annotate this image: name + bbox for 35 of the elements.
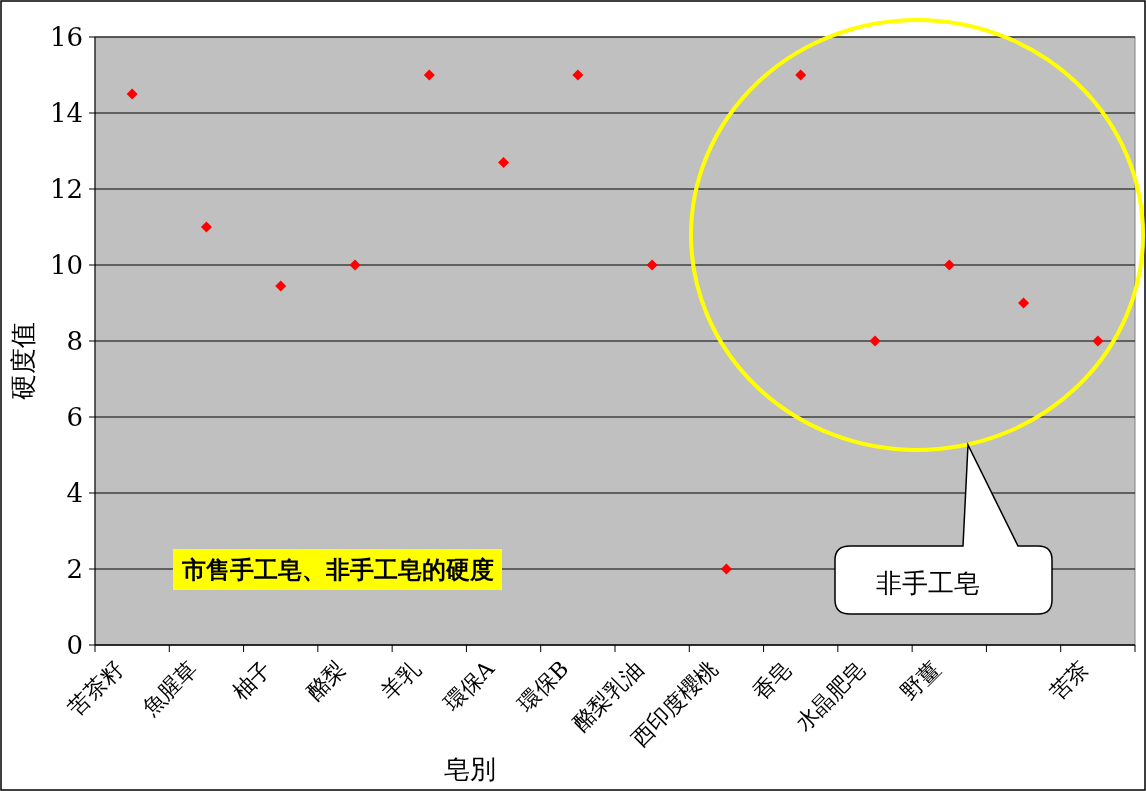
annotation: 非手工皂 [876, 568, 980, 598]
x-tick-label: 苦茶 [1044, 655, 1094, 705]
point [943, 259, 955, 271]
x-tick-label: 羊乳 [376, 655, 425, 705]
y-tick-label: 4 [66, 478, 83, 508]
y-tick-label: 12 [49, 174, 83, 204]
point [423, 69, 435, 81]
point [869, 335, 881, 347]
x-tick-label: 野薑 [896, 655, 945, 705]
point [349, 259, 361, 271]
x-tick-label: 柚子 [227, 655, 277, 705]
point [498, 156, 510, 168]
point [572, 69, 584, 81]
y-tick-label: 2 [66, 554, 83, 584]
point [200, 221, 212, 233]
y-tick-label: 16 [49, 22, 83, 52]
x-tick-label: 酪梨 [301, 655, 351, 705]
point [795, 69, 807, 81]
point [720, 563, 732, 575]
point [1018, 297, 1030, 309]
x-tick-label: 香皂 [747, 655, 797, 705]
x-tick-label: 環保B [513, 655, 574, 717]
y-tick-label: 10 [49, 250, 83, 280]
y-tick-label: 8 [66, 326, 83, 356]
x-tick-label: 環保A [439, 655, 500, 716]
point [275, 280, 287, 292]
point [1092, 335, 1104, 347]
x-tick-label: 魚腥草 [137, 655, 202, 721]
annotation: 市售手工皂、非手工皂的硬度 [181, 555, 494, 584]
point [126, 88, 138, 100]
y-tick-label: 6 [66, 402, 83, 432]
point [646, 259, 658, 271]
y-axis-title: 硬度值 [8, 322, 38, 400]
y-tick-label: 14 [49, 98, 83, 128]
x-axis-title: 皂別 [444, 754, 496, 784]
